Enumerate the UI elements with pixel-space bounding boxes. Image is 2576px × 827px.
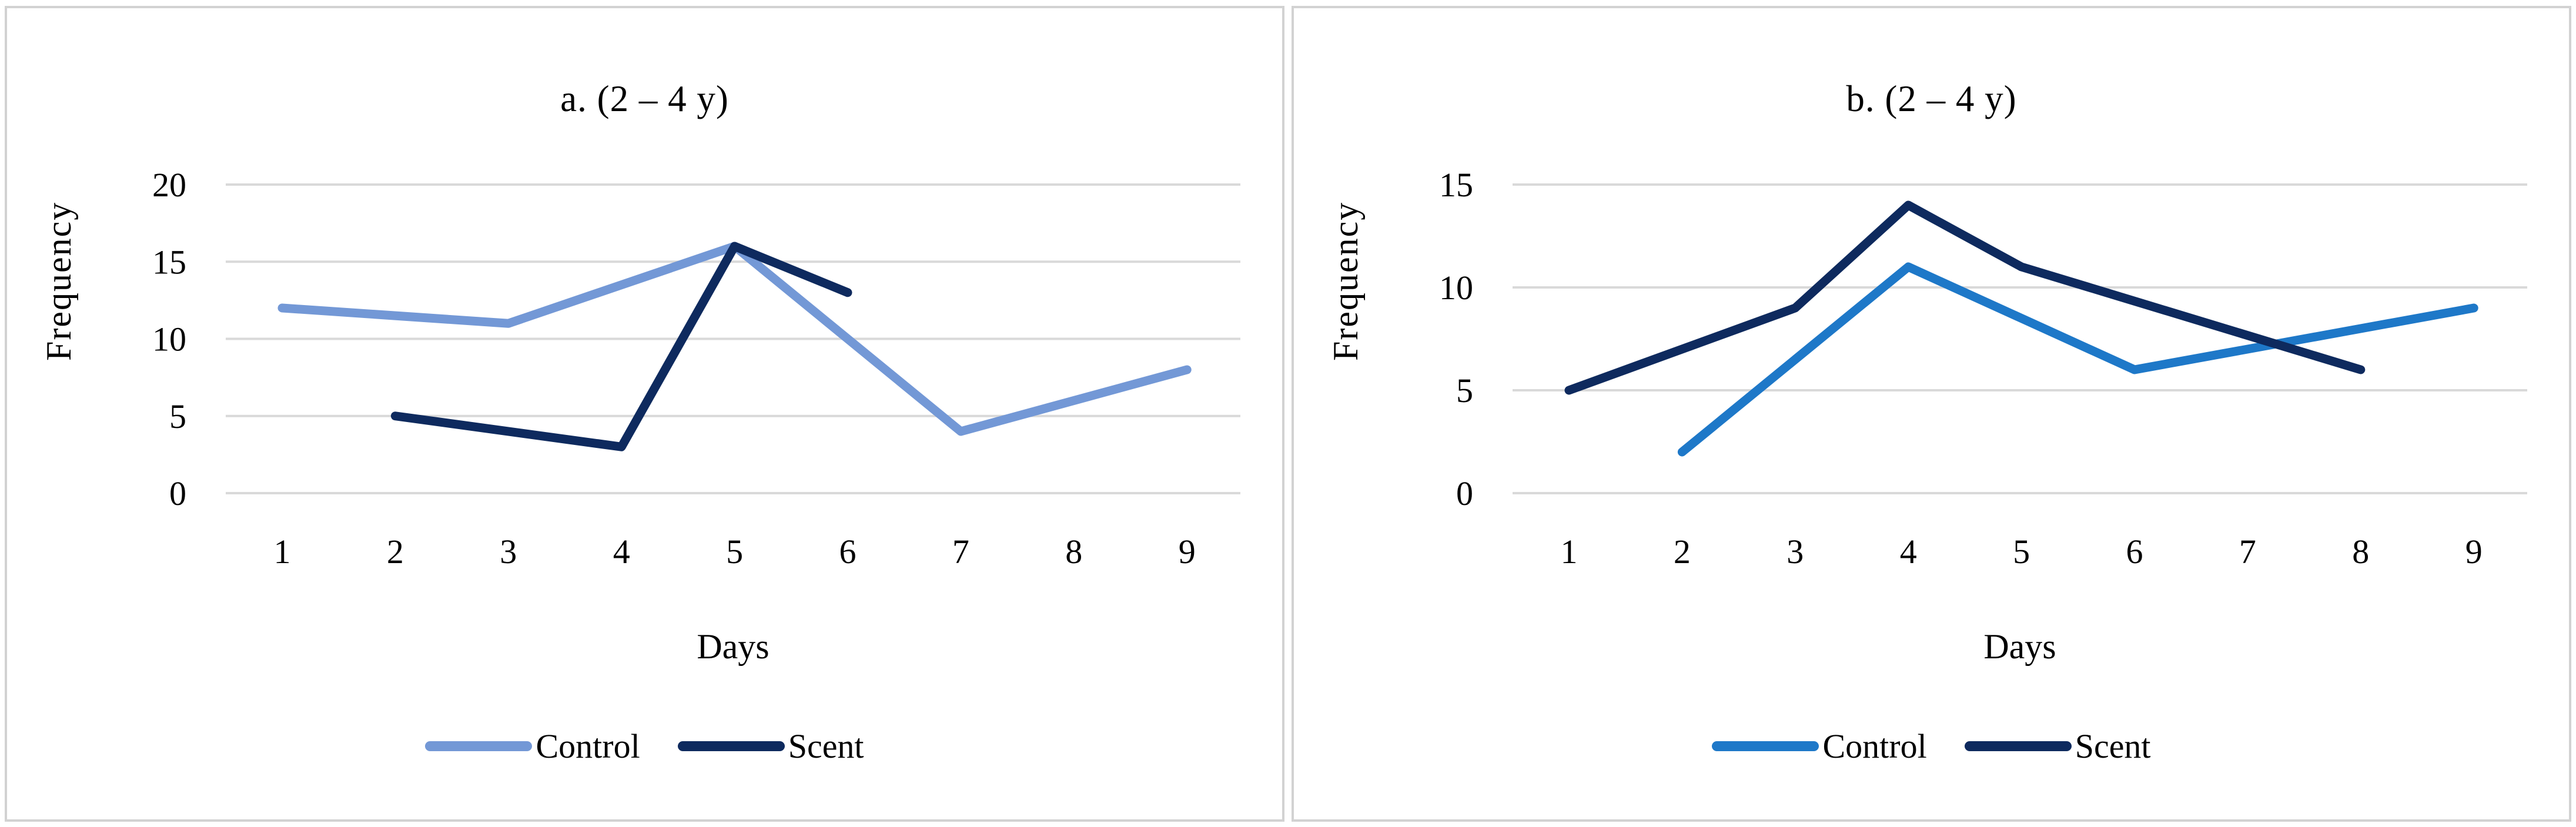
x-tick-label: 9 (1179, 533, 1196, 571)
scent-line-swatch (1964, 741, 2072, 751)
y-tick-label: 0 (169, 474, 186, 513)
x-tick-label: 5 (726, 533, 743, 571)
chart-b-x-axis-title: Days (1983, 627, 2056, 666)
control-line-swatch (425, 741, 533, 751)
legend-item-control: Control (425, 726, 640, 766)
legend-item-scent: Scent (677, 726, 864, 766)
y-tick-label: 15 (152, 243, 186, 281)
x-tick-label: 7 (2239, 533, 2256, 571)
series-line-scent (1564, 200, 2366, 395)
chart-a-title: a. (2 – 4 y) (560, 78, 729, 119)
chart-b-plot-area: 0 5 10 15 1 2 3 4 5 6 7 8 9 (1439, 166, 2527, 571)
y-tick-label: 10 (1439, 269, 1473, 307)
legend-item-scent: Scent (1964, 726, 2151, 766)
x-tick-label: 1 (274, 533, 291, 571)
y-tick-label: 0 (1456, 474, 1473, 513)
x-tick-label: 2 (387, 533, 404, 571)
control-line-swatch (1712, 741, 1819, 751)
legend-label-control: Control (1822, 726, 1927, 765)
x-tick-label: 3 (1787, 533, 1804, 571)
chart-a-plot-area: 0 5 10 15 20 1 2 3 4 5 6 7 8 9 (152, 166, 1240, 571)
x-tick-label: 8 (1065, 533, 1082, 571)
legend-label-scent: Scent (788, 726, 864, 765)
y-tick-label: 5 (169, 397, 186, 436)
x-tick-label: 7 (952, 533, 969, 571)
y-tick-label: 15 (1439, 166, 1473, 204)
x-tick-label: 3 (500, 533, 517, 571)
scent-line-swatch (677, 741, 785, 751)
x-tick-label: 2 (1674, 533, 1691, 571)
x-tick-label: 8 (2352, 533, 2369, 571)
x-tick-label: 9 (2465, 533, 2483, 571)
legend-label-control: Control (536, 726, 640, 765)
y-tick-label: 20 (152, 166, 186, 204)
x-tick-label: 6 (839, 533, 857, 571)
chart-panel-a: a. (2 – 4 y) 0 5 10 15 20 1 2 3 4 5 6 7 8 9 Frequency… (5, 6, 1284, 822)
x-tick-label: 4 (1900, 533, 1917, 571)
chart-b-legend: Control Scent (1294, 721, 2569, 771)
chart-a-x-axis-title: Days (697, 627, 770, 666)
chart-b-title: b. (2 – 4 y) (1846, 78, 2017, 119)
x-tick-label: 6 (2126, 533, 2143, 571)
x-tick-label: 4 (613, 533, 630, 571)
x-tick-label: 1 (1561, 533, 1578, 571)
legend-label-scent: Scent (2075, 726, 2151, 765)
series-line-scent (390, 242, 852, 451)
x-tick-label: 5 (2013, 533, 2030, 571)
y-tick-label: 10 (152, 320, 186, 359)
chart-panel-b: b. (2 – 4 y) 0 5 10 15 1 2 3 4 5 6 7 8 9 Frequency D… (1292, 6, 2571, 822)
legend-item-control: Control (1712, 726, 1927, 766)
chart-a-y-axis-title: Frequency (39, 201, 78, 361)
chart-a-legend: Control Scent (7, 721, 1282, 771)
y-tick-label: 5 (1456, 371, 1473, 410)
series-line-control (1677, 262, 2478, 457)
chart-b-y-axis-title: Frequency (1326, 201, 1365, 361)
